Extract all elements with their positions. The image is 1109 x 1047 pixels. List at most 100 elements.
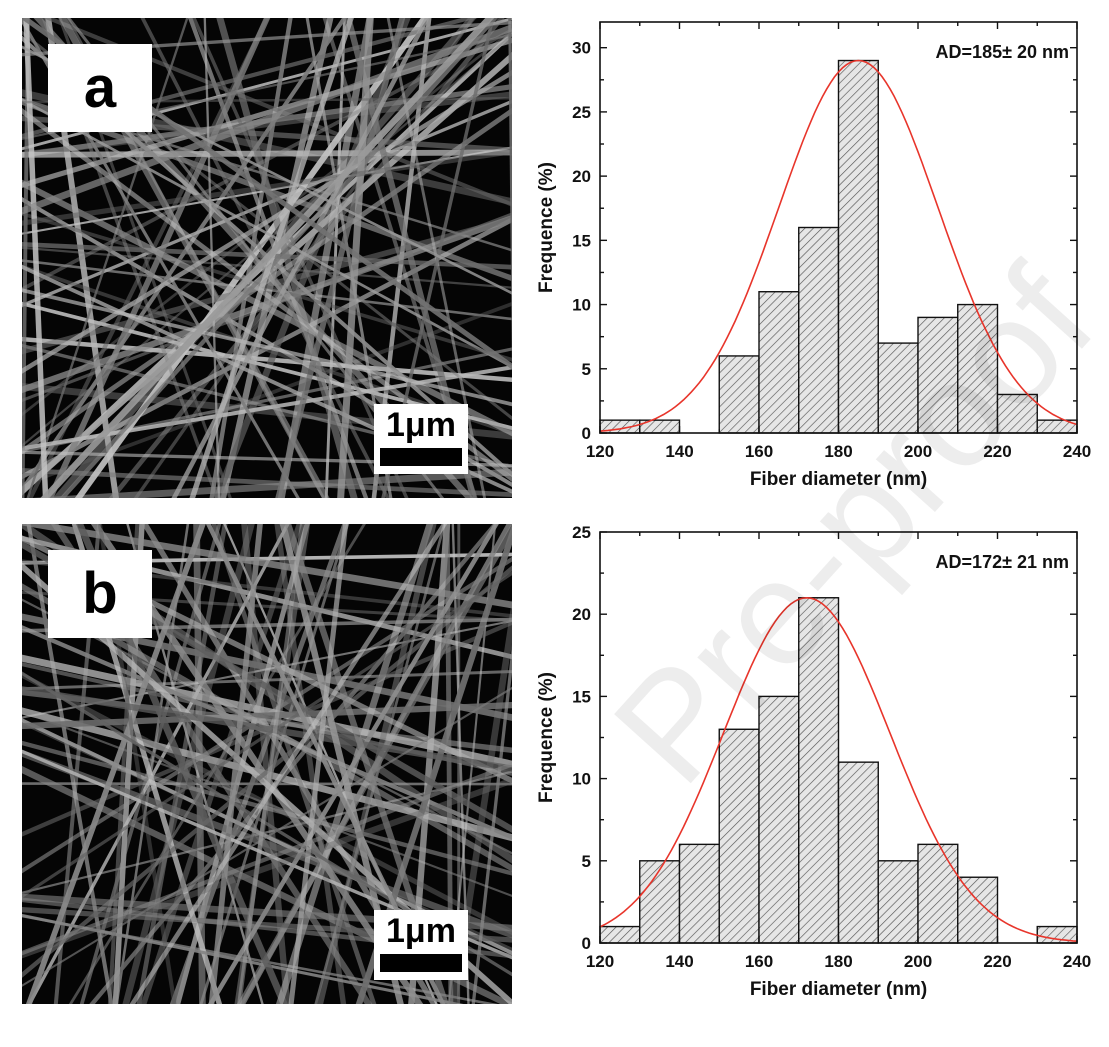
fiber <box>25 524 206 1004</box>
y-tick-label: 25 <box>572 103 591 122</box>
fiber <box>22 467 512 498</box>
y-tick-label: 5 <box>582 852 591 871</box>
fiber <box>68 524 366 1004</box>
fiber <box>22 211 512 362</box>
fiber <box>22 288 512 407</box>
fiber <box>22 777 512 959</box>
x-tick-label: 160 <box>745 952 773 971</box>
scale-label-b: 1μm <box>386 912 456 950</box>
histogram-bar <box>837 59 879 434</box>
y-tick-label: 15 <box>572 231 591 250</box>
histogram-bar <box>678 843 720 944</box>
x-tick-label: 240 <box>1063 442 1091 461</box>
y-tick-label: 20 <box>572 167 591 186</box>
mean-diameter-annotation: AD=185± 20 nm <box>936 42 1069 62</box>
sem-image-a: a 1μm <box>22 18 512 498</box>
x-axis-label: Fiber diameter (nm) <box>750 469 927 490</box>
histogram-bar <box>996 393 1038 434</box>
sem-image-b: b 1μm <box>22 524 512 1004</box>
histogram-bar <box>758 695 800 944</box>
mean-diameter-annotation: AD=172± 21 nm <box>936 552 1069 572</box>
fiber <box>22 524 512 609</box>
fiber <box>22 686 512 987</box>
fiber <box>22 571 512 899</box>
histogram-a-svg: 120 140 160 180 200 220 240 0 5 10 15 20 25 30 Fiber d… <box>536 21 1091 490</box>
fiber <box>129 524 448 1004</box>
fiber <box>22 23 512 215</box>
fiber <box>22 625 512 840</box>
histogram-bar <box>798 226 840 434</box>
histogram-bar <box>877 860 919 944</box>
fiber <box>288 524 349 1004</box>
y-tick-label: 20 <box>572 605 591 624</box>
y-axis-label: Frequence (%) <box>536 162 557 293</box>
fiber <box>22 762 512 956</box>
scale-label-a: 1μm <box>386 406 456 444</box>
histogram-b-svg: 120 140 160 180 200 220 240 0 5 10 15 20 25 Fiber dia… <box>536 523 1091 1000</box>
fiber <box>22 702 512 730</box>
y-tick-label: 30 <box>572 39 591 58</box>
x-tick-label: 200 <box>904 442 932 461</box>
x-axis-label: Fiber diameter (nm) <box>750 979 927 1000</box>
fiber <box>171 18 430 498</box>
fiber <box>22 33 512 448</box>
y-tick-label: 5 <box>582 360 591 379</box>
histogram-bar <box>599 925 641 944</box>
fiber <box>508 18 512 375</box>
x-tick-label: 180 <box>824 952 852 971</box>
histogram-bar <box>718 355 760 434</box>
histogram-bar <box>957 303 999 434</box>
x-tick-label: 220 <box>983 952 1011 971</box>
histogram-a: 120 140 160 180 200 220 240 0 5 10 15 20 25 30 Fiber d… <box>522 10 1102 500</box>
x-tick-label: 180 <box>824 442 852 461</box>
scale-bar-line-b <box>380 954 462 972</box>
fiber <box>31 468 512 498</box>
fiber <box>22 149 512 158</box>
fiber <box>22 98 512 369</box>
gaussian-fit-line <box>599 596 1078 942</box>
scale-bar-a: 1μm <box>374 404 468 474</box>
scale-bar-b: 1μm <box>374 910 468 980</box>
x-tick-label: 160 <box>745 442 773 461</box>
fiber <box>23 18 49 498</box>
x-tick-label: 120 <box>586 952 614 971</box>
x-tick-label: 240 <box>1063 952 1091 971</box>
fiber <box>207 524 499 1004</box>
fiber <box>108 18 505 498</box>
panel-label-b: b <box>48 550 152 638</box>
histogram-bar <box>957 876 999 944</box>
x-tick-label: 140 <box>665 952 693 971</box>
fiber <box>122 524 255 1004</box>
fiber <box>22 214 512 394</box>
fiber <box>22 149 512 226</box>
panel-label-a: a <box>48 44 152 132</box>
fiber <box>22 107 512 455</box>
y-tick-label: 15 <box>572 687 591 706</box>
y-tick-label: 10 <box>572 296 591 315</box>
x-tick-label: 200 <box>904 952 932 971</box>
gaussian-fit-line <box>599 59 1078 432</box>
x-tick-label: 120 <box>586 442 614 461</box>
x-tick-label: 220 <box>983 442 1011 461</box>
y-tick-label: 0 <box>582 934 591 953</box>
fiber <box>237 524 305 1004</box>
fiber <box>42 18 512 207</box>
histogram-bar <box>758 291 800 434</box>
histogram-b: 120 140 160 180 200 220 240 0 5 10 15 20 25 Fiber dia… <box>522 520 1102 1010</box>
y-tick-label: 10 <box>572 770 591 789</box>
fiber <box>59 18 499 498</box>
scale-bar-line-a <box>380 448 462 466</box>
fiber <box>22 69 512 374</box>
fiber <box>22 740 512 876</box>
fiber <box>22 686 512 772</box>
fiber <box>22 179 512 437</box>
fiber <box>22 565 512 978</box>
y-tick-label: 0 <box>582 424 591 443</box>
x-tick-label: 140 <box>665 442 693 461</box>
histogram-bar <box>837 761 879 944</box>
fiber <box>216 18 358 498</box>
histogram-bar <box>798 597 840 944</box>
histogram-bar <box>917 316 959 434</box>
histogram-bar <box>718 728 760 944</box>
histogram-bar <box>917 843 959 944</box>
